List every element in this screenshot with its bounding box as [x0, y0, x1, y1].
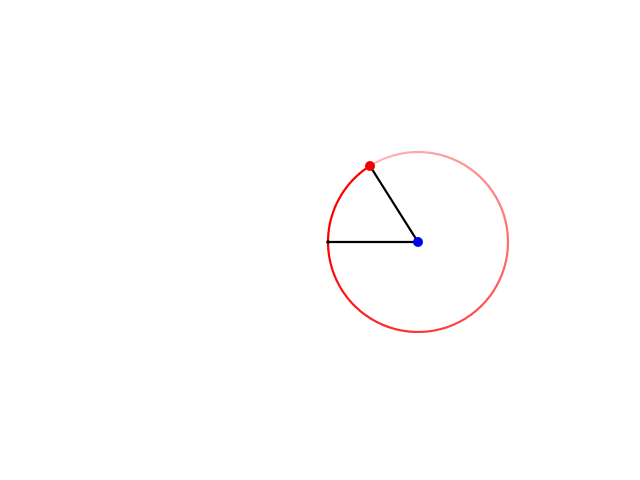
- center-point: [413, 237, 423, 247]
- moving-radius-line: [368, 164, 420, 244]
- circle-trail: [326, 150, 510, 334]
- moving-point: [365, 161, 375, 171]
- start-point-marker: [326, 240, 330, 244]
